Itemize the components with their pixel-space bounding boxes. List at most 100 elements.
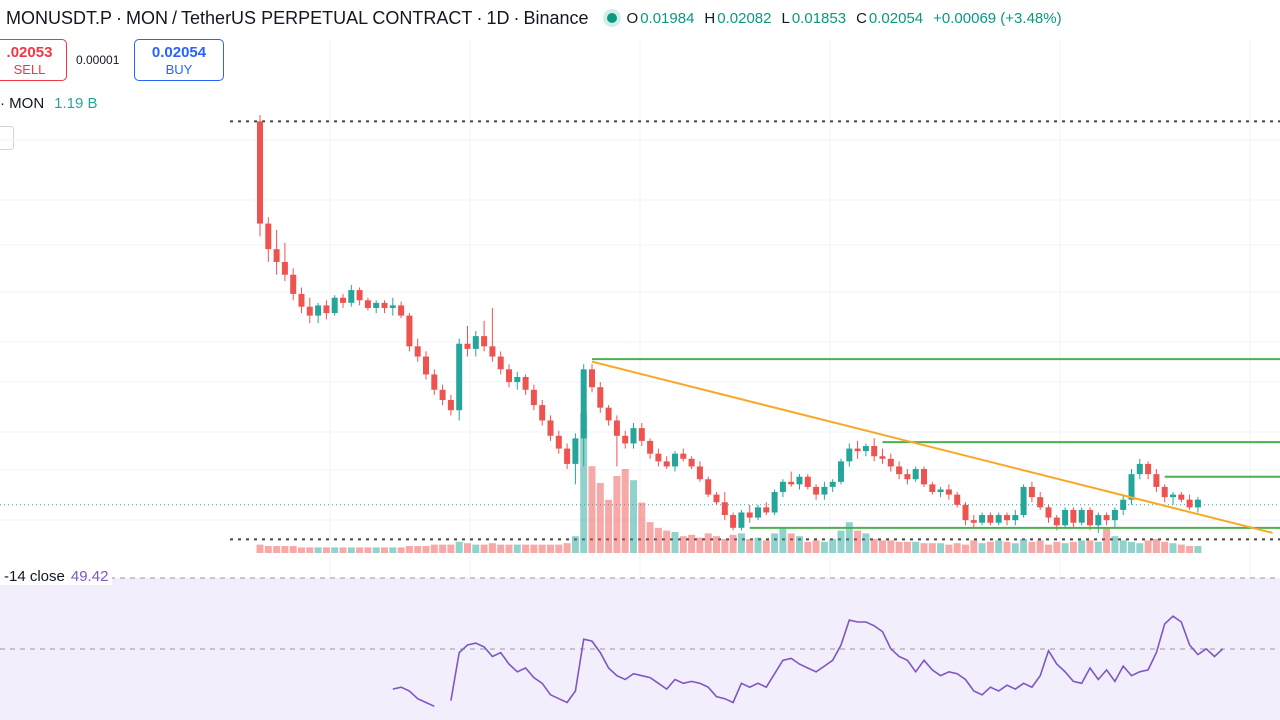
volume-bar [1119,540,1127,553]
candle-body [340,297,346,303]
volume-bar [356,547,364,553]
candle-body [904,474,911,480]
descending-trendline [591,360,1273,534]
volume-bar [796,536,803,553]
volume-bar [364,547,372,553]
volume-bar [314,547,322,553]
candle-body [356,290,363,301]
volume-bar [488,543,496,553]
symbol-name[interactable]: MONUSDT.P [6,7,113,28]
candle-body [796,476,803,485]
volume-bar [405,546,413,553]
volume-legend[interactable]: · MON 1.19 B [0,95,98,112]
volume-bar [696,537,704,553]
candle-body [746,512,753,518]
volume-bar [1003,541,1011,553]
volume-bar [713,536,720,553]
volume-bar [937,543,945,553]
candle-body [655,453,662,462]
volume-bar [962,544,969,553]
candle-body [854,448,861,452]
volume-bar [630,480,637,553]
volume-bar [1169,543,1177,553]
separator: / [172,7,178,28]
candle-body [298,293,305,307]
candle-body [580,369,587,439]
candle-body [1020,486,1027,516]
sell-button[interactable]: .02053 SELL [0,39,67,81]
candle-body [896,466,903,475]
volume-bar [862,533,870,553]
candle-body [630,428,637,444]
candle-body [331,297,338,314]
volume-bar [845,522,853,553]
candle-body [638,428,645,441]
symbol-description: TetherUS PERPETUAL CONTRACT [181,7,473,28]
volume-bar [1069,541,1077,553]
candle-body [597,387,604,408]
candle-body [821,486,828,495]
candle-body [522,376,529,390]
candle-body [788,481,795,485]
candle-body [456,343,463,411]
candle-body [306,306,313,316]
rsi-line [392,686,435,708]
volume-bar [264,546,272,553]
candle-body [995,515,1002,523]
candle-body [530,389,537,406]
volume-bar [1161,541,1169,553]
buy-label: BUY [165,62,193,77]
chart-header: MONUSDT.P · MON / TetherUS PERPETUAL CON… [0,0,1280,36]
candle-body [1062,509,1069,526]
candle-body [1070,509,1077,523]
volume-value: 1.19 B [54,95,98,112]
volume-bar [663,530,671,553]
volume-bar [912,541,920,553]
volume-bar [497,544,505,553]
volume-bar [704,533,712,553]
volume-bar [995,540,1003,553]
candle-body [1045,507,1052,518]
volume-bar [1036,540,1044,553]
interval-label[interactable]: 1D [486,7,510,28]
candle-body [962,504,969,521]
candle-body [398,305,405,316]
volume-bar [978,543,986,553]
candle-body [871,446,878,457]
volume-bar [339,547,347,553]
volume-bar [372,547,380,553]
open-value: 0.01984 [640,9,695,27]
candle-body [472,336,479,349]
volume-bar [671,532,679,553]
candle-body [945,489,952,495]
volume-bar [887,540,895,553]
collapse-legend-button[interactable] [0,126,14,150]
candle-body [281,261,288,275]
buy-price: 0.02054 [151,44,207,61]
volume-bar [430,544,438,553]
volume-bar [530,544,538,553]
drawings[interactable] [591,358,1280,534]
candle-body [713,494,720,503]
buy-button[interactable]: 0.02054 BUY [134,39,224,81]
volume-bar [945,544,953,553]
volume-bar [737,533,745,553]
volume-bar [472,544,480,553]
volume-bar [812,540,820,553]
volume-bar [1128,541,1135,553]
candle-body [613,420,620,436]
volume-bar [1020,539,1028,553]
candle-body [730,515,737,528]
candle-body [1194,499,1201,508]
candle-body [738,512,745,528]
candle-body [779,481,786,493]
rsi-line [450,615,1224,704]
volume-bar [646,522,654,553]
volume-bar [1045,544,1052,553]
candle-body [954,494,961,505]
rsi-legend[interactable]: -14 close 49.42 [0,568,113,585]
candle-body [846,448,853,462]
candle-body [829,481,836,487]
candle-body [929,484,936,493]
